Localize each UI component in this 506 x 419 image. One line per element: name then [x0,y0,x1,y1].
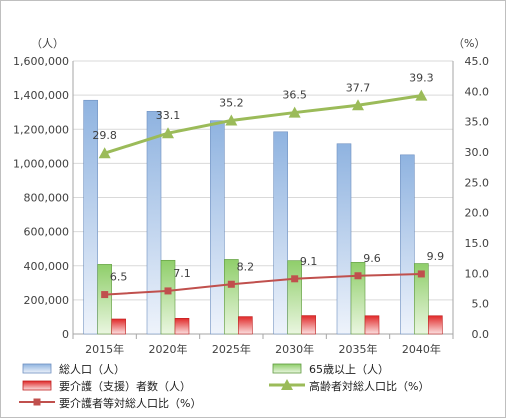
data-label: 9.1 [300,255,318,268]
data-label: 35.2 [219,96,244,109]
bar-care [364,315,380,335]
legend-label: 要介護（支援）者数（人） [59,379,191,393]
left-tick-label: 1,400,000 [13,89,69,102]
legend: 総人口（人） 65歳以上（人） 要介護（支援）者数（人） 高齢者対総人口比（%） 要介護… [19,362,429,410]
bar-total [146,111,162,335]
data-label: 9.6 [363,252,381,265]
data-label: 33.1 [156,109,181,122]
legend-swatch [272,363,302,374]
legend-label: 高齢者対総人口比（%） [309,379,429,393]
left-tick-label: 0 [62,328,69,341]
bar-elderly [97,264,112,335]
data-label: 39.3 [409,72,434,85]
x-tick-label: 2035年 [339,342,378,356]
legend-marker-triangle [281,379,293,390]
bar-total [336,143,352,335]
x-tick-label: 2015年 [85,342,124,356]
right-tick-label: 25.0 [465,176,490,189]
bar-elderly [224,259,239,335]
legend-swatch [22,380,52,391]
data-label: 9.9 [427,250,445,263]
bar-care [428,315,443,335]
line-point-care-ratio [101,291,109,299]
right-tick-label: 15.0 [465,237,490,250]
data-label: 36.5 [282,89,307,102]
bar-total [210,120,225,335]
gridlines [73,60,453,301]
right-axis-unit: （%） [453,37,485,50]
left-tick-label: 400,000 [24,260,70,273]
right-tick-label: 45.0 [465,55,490,68]
legend-label: 要介護者等対総人口比（%） [59,396,201,410]
series-line-square [104,272,422,296]
line-point-care-ratio [227,280,235,288]
lines [98,89,428,299]
x-tick-label: 2020年 [149,342,188,356]
legend-label: 65歳以上（人） [309,363,389,376]
data-label: 37.7 [346,81,371,94]
axes: 0 200,000 400,000 600,000 800,000 1,000,000 1,… [13,37,489,356]
x-tick-label: 2030年 [275,342,314,356]
right-tick-label: 35.0 [465,116,490,129]
right-tick-label: 30.0 [465,146,490,159]
right-tick-label: 20.0 [465,207,490,220]
series-line-triangle [104,94,422,155]
bar-elderly [160,259,176,335]
right-tick-label: 10.0 [465,267,490,280]
left-tick-label: 1,200,000 [13,123,69,136]
data-label: 29.8 [92,129,117,142]
bar-total [83,99,98,335]
bar-care [238,316,253,335]
left-tick-label: 1,600,000 [13,55,69,68]
bar-care [174,318,190,335]
bar-total [400,154,415,335]
data-label: 7.1 [173,267,191,280]
bar-elderly [287,260,302,335]
x-tick-label: 2025年 [212,342,251,356]
left-tick-label: 1,000,000 [13,157,69,170]
legend-label: 総人口（人） [59,362,125,376]
line-point-elderly-ratio [415,89,428,101]
line-point-care-ratio [291,275,299,283]
line-point-care-ratio [164,287,172,295]
bar-elderly [414,263,429,335]
line-point-elderly-ratio [288,106,301,118]
line-point-elderly-ratio [225,114,238,126]
line-point-care-ratio [354,272,362,280]
bar-care [301,315,316,335]
line-point-elderly-ratio [98,147,111,159]
right-tick-label: 40.0 [465,85,490,98]
left-axis-unit: （人） [31,37,64,50]
right-tick-label: 5.0 [472,298,490,311]
x-tick-label: 2040年 [402,342,441,356]
bar-elderly [350,262,366,335]
legend-marker-square [33,398,41,406]
line-point-care-ratio [417,270,425,278]
legend-swatch [22,363,52,374]
bar-care [111,318,126,335]
left-tick-label: 800,000 [24,192,70,205]
bar-total [273,131,288,335]
line-point-elderly-ratio [162,127,174,139]
data-label: 8.2 [237,260,255,273]
data-label: 6.5 [110,271,128,284]
line-point-elderly-ratio [352,99,364,111]
left-tick-label: 200,000 [24,294,70,307]
data-labels: 29.8 33.1 35.2 36.5 37.7 39.3 6.5 7.1 8.2 9.1 9.6 9… [92,72,444,284]
left-tick-label: 600,000 [24,226,70,239]
right-tick-label: 0.0 [472,328,490,341]
bars [83,99,443,335]
